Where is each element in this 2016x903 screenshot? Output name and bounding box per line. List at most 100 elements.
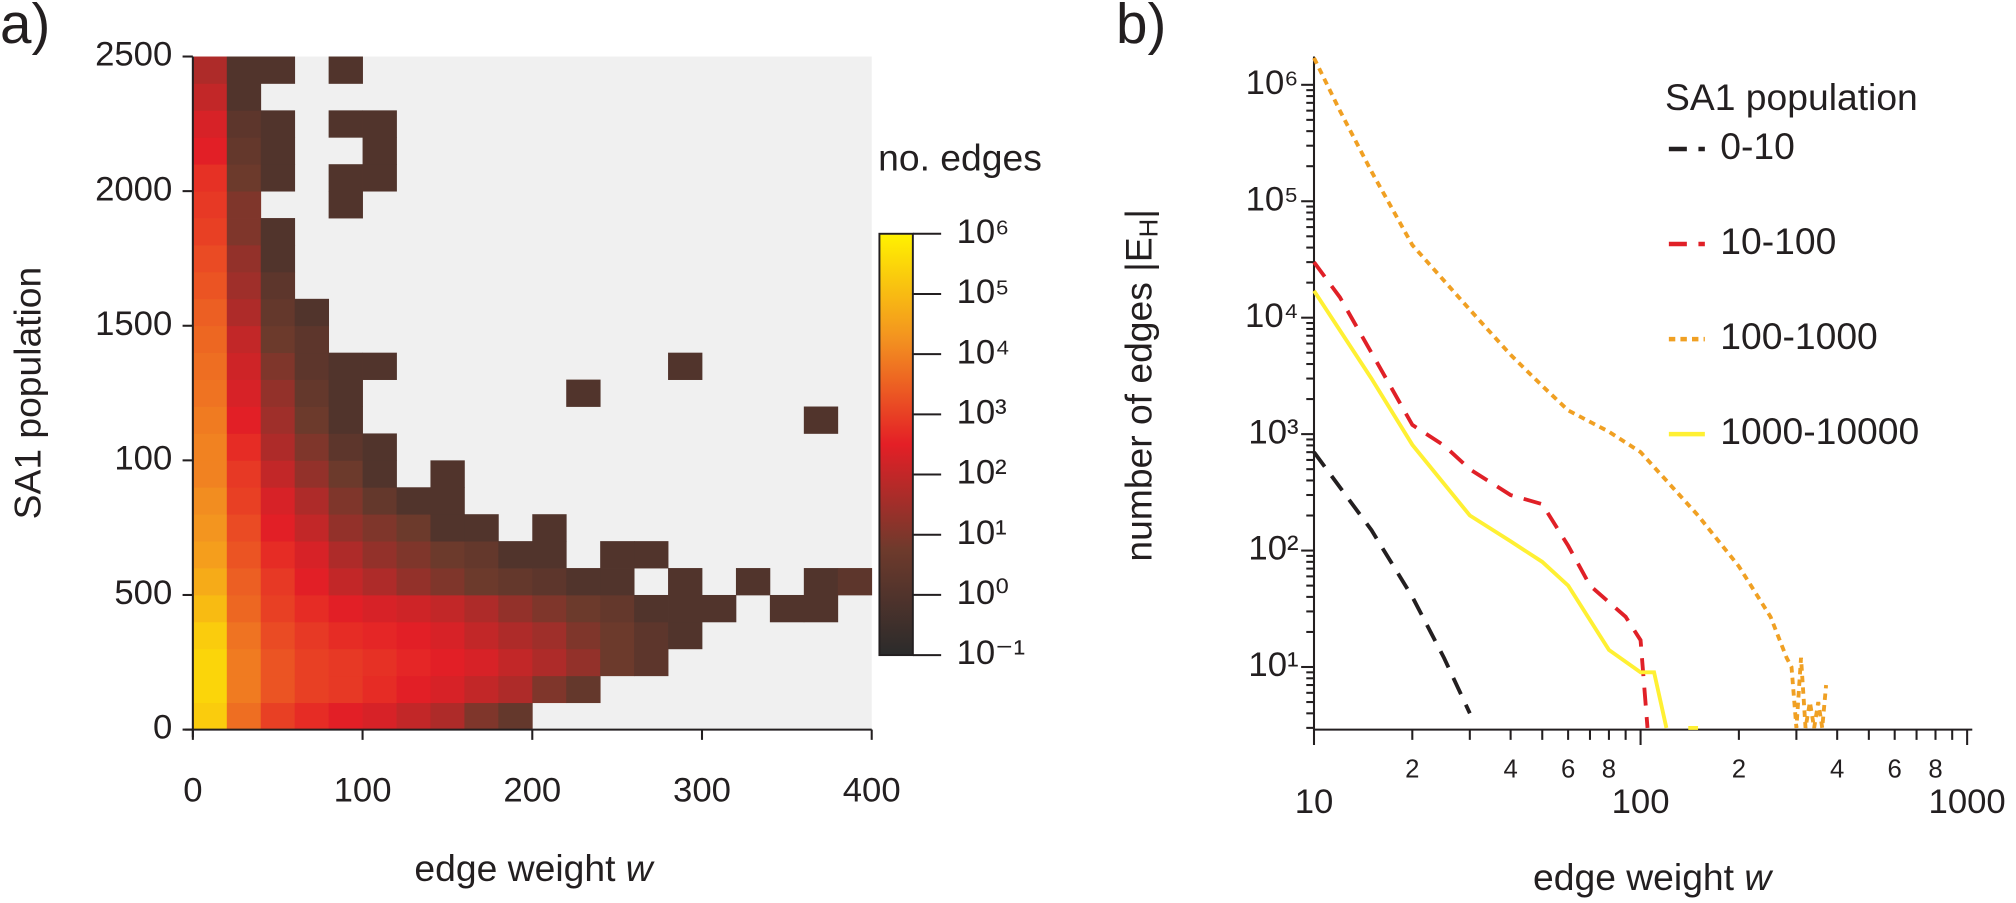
heatmap-cell (532, 648, 567, 677)
heatmap-cell (328, 541, 363, 569)
legend-label: 1000-10000 (1720, 410, 1919, 452)
heatmap-cell (192, 514, 228, 542)
heatmap-cell (226, 352, 262, 380)
heatmap-cell (226, 218, 262, 246)
label-text: H (1135, 219, 1163, 238)
heatmap-cell (498, 648, 533, 677)
heatmap-cell (192, 702, 228, 730)
x-tick-label: 8 (1928, 755, 1942, 783)
heatmap-cell (396, 487, 431, 515)
x-tick-label: 400 (843, 772, 901, 810)
colorbar-tick-label: 10¹ (957, 514, 1007, 552)
axis-line (185, 56, 872, 738)
heatmap-cell (260, 218, 296, 246)
legend-label: 100-1000 (1720, 315, 1877, 357)
colorbar-tick-label: 10⁵ (957, 273, 1010, 311)
x-tick-label: 6 (1888, 755, 1902, 783)
x-tick-label: 100 (334, 772, 392, 810)
heatmap-cell (294, 594, 330, 623)
heatmap-cell (430, 541, 465, 569)
heatmap-cell (226, 83, 262, 111)
heatmap-cell (294, 325, 330, 354)
heatmap-cell (260, 271, 296, 300)
x-tick-label: 8 (1602, 755, 1616, 783)
heatmap-cell (328, 379, 363, 407)
heatmap-cell (226, 244, 262, 273)
heatmap-cell (532, 514, 567, 542)
heatmap-cell (294, 379, 330, 407)
heatmap-cell (226, 110, 262, 138)
heatmap-cell (430, 460, 465, 488)
heatmap-cell (362, 487, 397, 515)
heatmap-cell (192, 191, 228, 219)
heatmap-cell (260, 406, 296, 434)
heatmap-cell (396, 675, 431, 704)
heatmap-cell (294, 514, 330, 542)
heatmap-cell (396, 541, 431, 569)
y-tick-label: 2500 (95, 36, 172, 74)
heatmap-cell (362, 110, 397, 138)
heatmap-cell (226, 298, 262, 327)
heatmap-cell (396, 594, 431, 623)
heatmap-cell (600, 648, 635, 677)
heatmap-cell (668, 594, 703, 623)
heatmap-cell (328, 352, 363, 380)
heatmap-cell (294, 460, 330, 488)
heatmap-cell (260, 433, 296, 461)
x-tick-label: 200 (503, 772, 561, 810)
label-text: w (1744, 856, 1773, 898)
heatmap-cell (260, 379, 296, 407)
heatmap-cell (362, 433, 397, 461)
heatmap-cell (430, 675, 465, 704)
x-tick-label: 4 (1830, 755, 1844, 783)
heatmap-cell (532, 594, 567, 623)
colorbar-tick-label: 10⁰ (957, 574, 1010, 612)
heatmap-cell (294, 487, 330, 515)
y-tick-label: 100 (114, 440, 172, 478)
heatmap-cell (328, 487, 363, 515)
heatmap-cell (192, 56, 228, 84)
heatmap-cell (396, 514, 431, 542)
heatmap-cell (600, 621, 635, 650)
heatmap-cell (498, 594, 533, 623)
heatmap-cell (498, 568, 533, 596)
heatmap-cell (260, 352, 296, 380)
heatmap-cell (192, 460, 228, 488)
colorbar-tick-label: 10³ (957, 394, 1007, 432)
heatmap-cell (328, 514, 363, 542)
heatmap-cell (226, 702, 262, 730)
heatmap-cell (260, 164, 296, 192)
heatmap-cell (498, 541, 533, 569)
heatmap-cell (566, 648, 601, 677)
heatmap-cell (260, 568, 296, 596)
label-text: w (626, 847, 655, 889)
heatmap-cell (634, 621, 669, 650)
heatmap-cell (803, 594, 839, 623)
heatmap-cell (464, 541, 499, 569)
heatmap-cell (294, 702, 330, 730)
heatmap-cell (328, 594, 363, 623)
heatmap-cell (328, 164, 363, 192)
heatmap-cell (226, 56, 262, 84)
heatmap-cell (328, 191, 363, 219)
heatmap-cell (362, 675, 397, 704)
heatmap-cell (226, 675, 262, 704)
heatmap-cell (294, 621, 330, 650)
label-text: edge weight (1533, 856, 1744, 898)
heatmap-cell (362, 460, 397, 488)
y-tick-label: 10³ (1248, 413, 1298, 451)
heatmap-cell (226, 487, 262, 515)
heatmap-cell (396, 648, 431, 677)
colorbar-tick-label: 10² (957, 454, 1007, 492)
y-tick-label: 10¹ (1248, 646, 1298, 684)
colorbar (878, 232, 914, 657)
heatmap-cell (668, 352, 703, 380)
heatmap-cell (735, 568, 771, 596)
heatmap-cell (260, 594, 296, 623)
heatmap-cell (532, 568, 567, 596)
heatmap-cell (566, 621, 601, 650)
x-axis-label: edge weight w (414, 847, 654, 889)
x-tick-label: 300 (673, 772, 731, 810)
colorbar-tick-label: 10⁴ (957, 333, 1011, 371)
heatmap-cell (396, 568, 431, 596)
